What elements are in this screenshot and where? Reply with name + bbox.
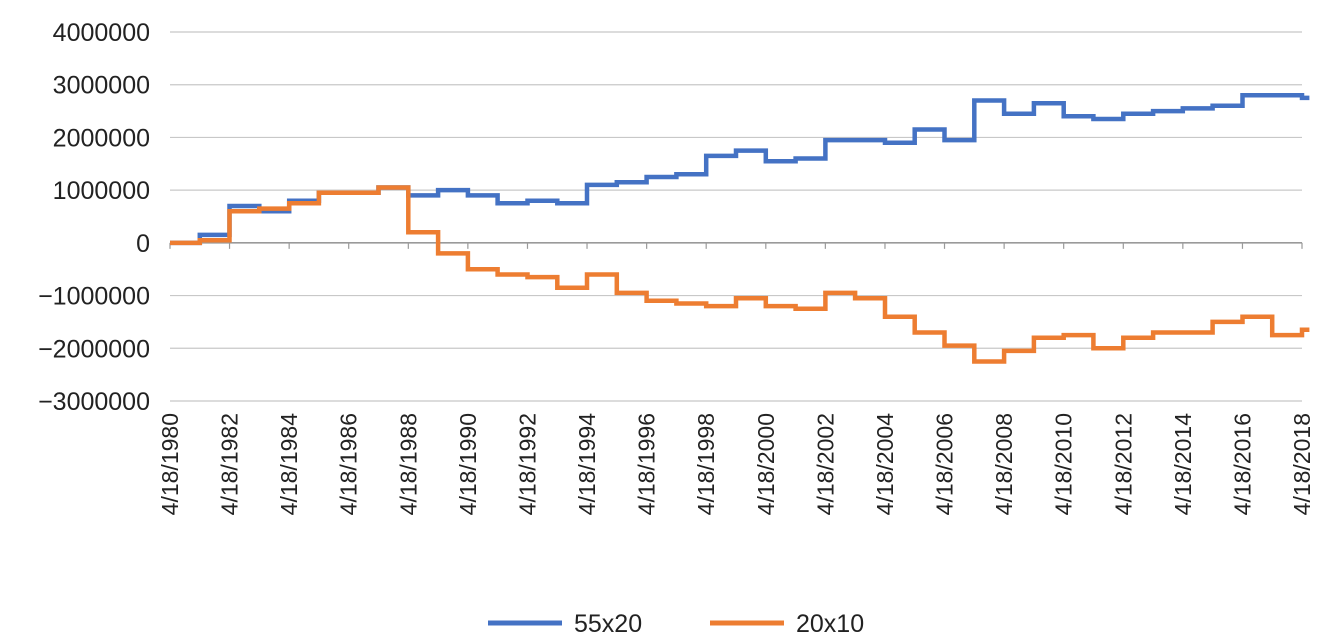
y-tick-label: 1000000 bbox=[53, 177, 150, 205]
x-tick-label: 4/18/1990 bbox=[455, 413, 481, 515]
y-tick-label: 2000000 bbox=[53, 124, 150, 152]
x-axis: 4/18/1980 4/18/1982 4/18/1984 4/18/1986 4/18… bbox=[157, 242, 1315, 516]
series-line-55x20 bbox=[170, 93, 1310, 246]
x-tick-label: 4/18/1988 bbox=[395, 413, 421, 515]
x-tick-label: 4/18/2000 bbox=[753, 413, 779, 515]
x-tick-label: 4/18/2018 bbox=[1289, 413, 1315, 515]
x-tick-label: 4/18/2008 bbox=[991, 413, 1017, 515]
y-tick-label: −1000000 bbox=[38, 283, 150, 311]
y-tick-label: −2000000 bbox=[38, 335, 150, 363]
legend: 55x20 20x10 bbox=[488, 610, 864, 638]
gridlines bbox=[170, 31, 1302, 402]
x-tick-label: 4/18/1986 bbox=[336, 413, 362, 515]
y-tick-label: 4000000 bbox=[53, 19, 150, 47]
x-tick-label: 4/18/1996 bbox=[634, 413, 660, 515]
series-line-20x10 bbox=[170, 185, 1310, 364]
y-tick-label: −3000000 bbox=[38, 388, 150, 416]
y-tick-label: 3000000 bbox=[53, 72, 150, 100]
x-tick-label: 4/18/2004 bbox=[872, 413, 898, 516]
legend-label: 55x20 bbox=[574, 610, 642, 638]
x-tick-label: 4/18/2006 bbox=[932, 413, 958, 515]
legend-label: 20x10 bbox=[796, 610, 864, 638]
x-tick-label: 4/18/2010 bbox=[1051, 413, 1077, 515]
y-tick-label: 0 bbox=[136, 230, 150, 258]
x-tick-label: 4/18/1982 bbox=[217, 413, 243, 515]
y-axis: 4000000 3000000 2000000 1000000 0 −1000000 −20… bbox=[38, 19, 150, 416]
x-tick-label: 4/18/2012 bbox=[1110, 413, 1136, 515]
plot-area bbox=[170, 93, 1310, 364]
x-tick-label: 4/18/2014 bbox=[1170, 413, 1196, 516]
x-tick-label: 4/18/1998 bbox=[693, 413, 719, 515]
x-tick-label: 4/18/1994 bbox=[574, 413, 600, 516]
x-tick-label: 4/18/1984 bbox=[276, 413, 302, 516]
x-tick-label: 4/18/1992 bbox=[514, 413, 540, 515]
x-tick-label: 4/18/2016 bbox=[1229, 413, 1255, 515]
x-tick-label: 4/18/2002 bbox=[812, 413, 838, 515]
x-tick-label: 4/18/1980 bbox=[157, 413, 183, 515]
